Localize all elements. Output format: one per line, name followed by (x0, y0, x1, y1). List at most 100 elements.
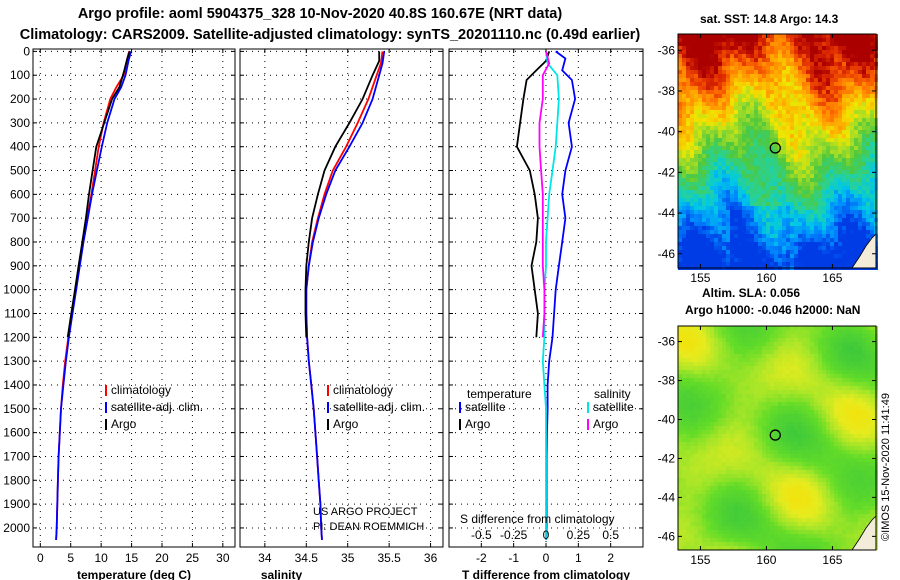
map-cell (702, 354, 706, 358)
map-cell (686, 414, 690, 418)
series-line (55, 51, 132, 540)
map-cell (802, 374, 806, 378)
map-cell (738, 210, 742, 214)
map-cell (742, 106, 746, 110)
map-cell (698, 402, 702, 406)
map-cell (690, 342, 694, 346)
map-cell (690, 74, 694, 78)
map-cell (814, 362, 818, 366)
map-cell (694, 66, 698, 70)
map-cell (834, 450, 838, 454)
map-cell (754, 90, 758, 94)
map-cell (726, 138, 730, 142)
map-cell (846, 114, 850, 118)
map-cell (750, 258, 754, 262)
map-cell (682, 438, 686, 442)
map-cell (786, 222, 790, 226)
map-cell (826, 258, 830, 262)
map-cell (718, 418, 722, 422)
map-cell (826, 370, 830, 374)
map-cell (710, 38, 714, 42)
map-cell (742, 426, 746, 430)
map-cell (838, 210, 842, 214)
map-cell (846, 386, 850, 390)
lat-tick-label: -40 (658, 125, 676, 139)
map-cell (806, 338, 810, 342)
map-cell (710, 262, 714, 266)
map-cell (726, 182, 730, 186)
map-cell (706, 110, 710, 114)
map-cell (850, 394, 854, 398)
map-cell (822, 374, 826, 378)
map-cell (782, 118, 786, 122)
map-cell (834, 362, 838, 366)
map-cell (854, 198, 858, 202)
map-cell (678, 122, 682, 126)
map-cell (746, 182, 750, 186)
map-cell (750, 114, 754, 118)
map-cell (854, 334, 858, 338)
map-cell (730, 210, 734, 214)
map-cell (698, 458, 702, 462)
map-cell (690, 50, 694, 54)
map-cell (834, 218, 838, 222)
map-cell (778, 438, 782, 442)
map-cell (694, 186, 698, 190)
map-cell (738, 62, 742, 66)
map-cell (790, 426, 794, 430)
map-cell (694, 198, 698, 202)
map-cell (794, 38, 798, 42)
map-cell (794, 410, 798, 414)
map-cell (742, 206, 746, 210)
map-cell (810, 146, 814, 150)
map-cell (746, 414, 750, 418)
map-cell (846, 394, 850, 398)
map-cell (758, 50, 762, 54)
map-cell (830, 214, 834, 218)
map-cell (786, 110, 790, 114)
map-cell (850, 326, 854, 330)
map-cell (842, 146, 846, 150)
map-cell (870, 450, 874, 454)
map-cell (710, 402, 714, 406)
map-cell (678, 446, 682, 450)
map-cell (682, 446, 686, 450)
map-cell (730, 202, 734, 206)
map-cell (706, 354, 710, 358)
map-cell (706, 362, 710, 366)
map-cell (846, 206, 850, 210)
map-cell (810, 106, 814, 110)
map-cell (726, 210, 730, 214)
map-cell (866, 170, 870, 174)
map-cell (770, 250, 774, 254)
map-cell (850, 426, 854, 430)
map-cell (698, 98, 702, 102)
map-cell (762, 258, 766, 262)
map-cell (682, 414, 686, 418)
map-cell (794, 98, 798, 102)
map-cell (846, 42, 850, 46)
map-cell (814, 118, 818, 122)
map-cell (754, 158, 758, 162)
map-cell (678, 174, 682, 178)
map-cell (702, 334, 706, 338)
map-cell (854, 442, 858, 446)
map-cell (758, 70, 762, 74)
map-cell (846, 250, 850, 254)
map-cell (814, 106, 818, 110)
map-cell (734, 162, 738, 166)
map-cell (706, 134, 710, 138)
map-cell (830, 422, 834, 426)
map-cell (850, 418, 854, 422)
map-cell (698, 254, 702, 258)
map-cell (854, 362, 858, 366)
map-cell (690, 46, 694, 50)
map-cell (698, 146, 702, 150)
map-cell (778, 330, 782, 334)
map-cell (690, 398, 694, 402)
map-cell (686, 34, 690, 38)
map-cell (738, 86, 742, 90)
map-cell (702, 190, 706, 194)
map-cell (678, 226, 682, 230)
map-cell (790, 218, 794, 222)
